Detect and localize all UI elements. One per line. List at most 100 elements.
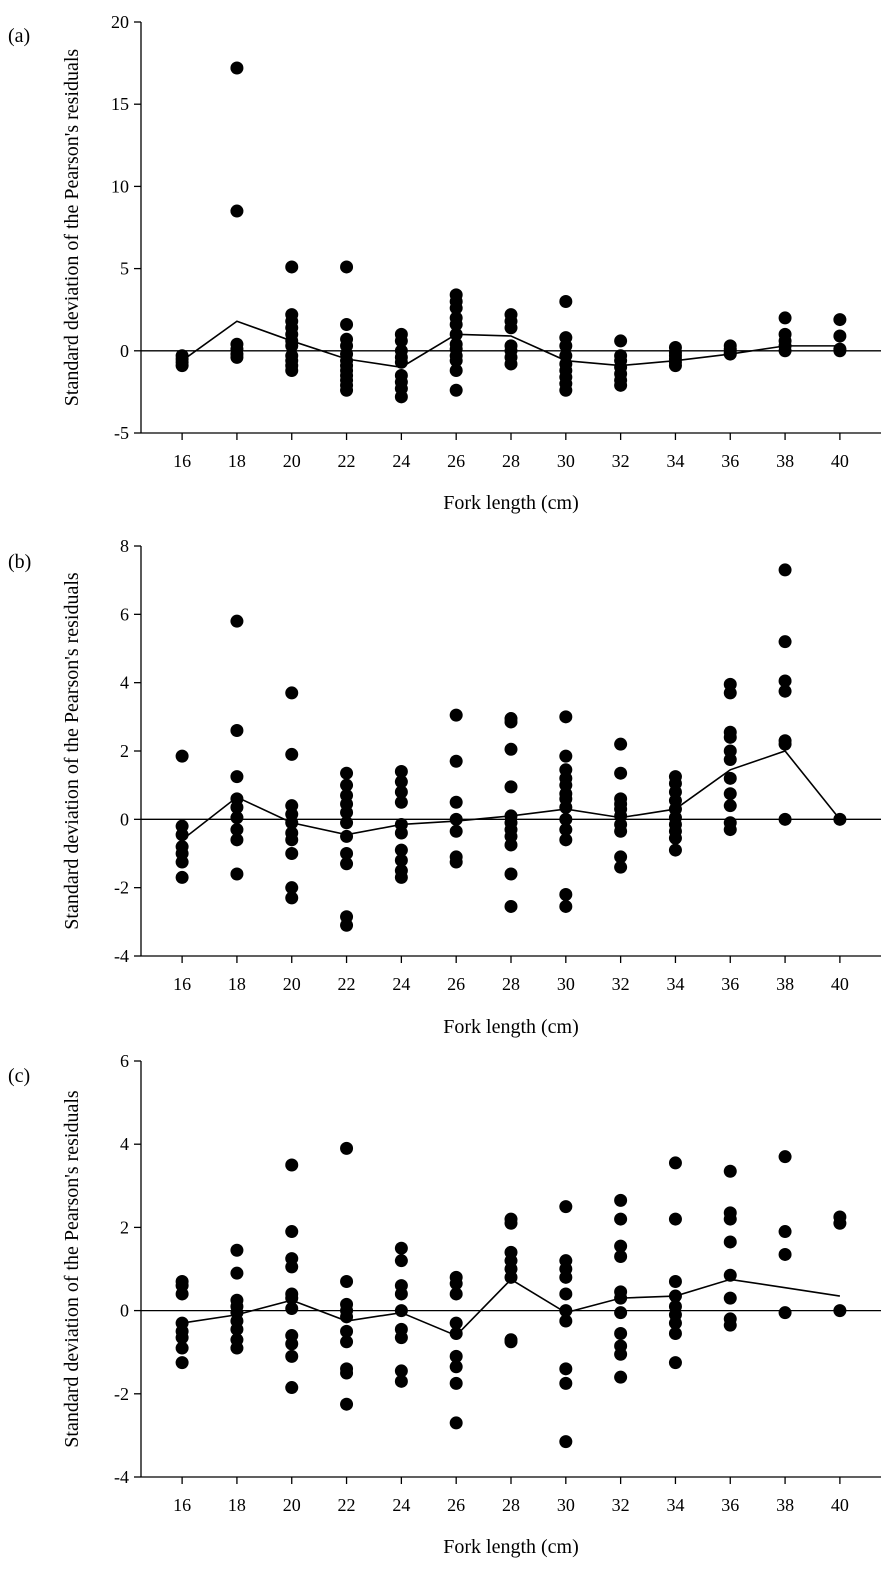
data-point xyxy=(559,383,573,397)
data-point xyxy=(175,1341,189,1355)
data-point xyxy=(449,1316,463,1330)
data-point xyxy=(504,357,518,371)
panel-label: (a) xyxy=(8,25,30,47)
data-point xyxy=(614,1212,628,1226)
data-point xyxy=(449,1376,463,1390)
data-point xyxy=(559,749,573,763)
y-tick-label: 0 xyxy=(120,809,129,829)
data-point xyxy=(668,1156,682,1170)
data-point xyxy=(394,390,408,404)
data-point xyxy=(504,1335,518,1349)
data-point xyxy=(778,674,792,688)
data-point xyxy=(504,715,518,729)
data-point xyxy=(285,833,299,847)
x-tick-label: 36 xyxy=(721,451,739,471)
data-point xyxy=(723,686,737,700)
data-point xyxy=(230,61,244,75)
data-point xyxy=(449,795,463,809)
data-point xyxy=(175,1356,189,1370)
data-point xyxy=(285,747,299,761)
x-tick-label: 36 xyxy=(721,1495,739,1515)
x-tick-label: 38 xyxy=(776,451,794,471)
data-point xyxy=(394,334,408,348)
data-point xyxy=(449,383,463,397)
data-point xyxy=(614,824,628,838)
data-point xyxy=(340,1335,354,1349)
y-tick-label: -5 xyxy=(114,423,129,443)
data-point xyxy=(230,350,244,364)
data-point xyxy=(614,334,628,348)
y-tick-label: 0 xyxy=(120,1301,129,1321)
x-tick-label: 18 xyxy=(228,1495,246,1515)
data-point xyxy=(230,823,244,837)
data-point xyxy=(723,1318,737,1332)
data-point xyxy=(778,1247,792,1261)
data-point xyxy=(449,1287,463,1301)
data-point xyxy=(230,1243,244,1257)
data-point xyxy=(340,1366,354,1380)
data-point xyxy=(559,1287,573,1301)
x-tick-label: 32 xyxy=(612,1495,630,1515)
mean-line xyxy=(181,1278,841,1337)
data-point xyxy=(778,344,792,358)
data-point xyxy=(175,855,189,869)
data-point xyxy=(723,1235,737,1249)
data-point xyxy=(614,378,628,392)
data-point xyxy=(175,1331,189,1345)
data-point xyxy=(778,737,792,751)
data-point xyxy=(449,301,463,315)
x-tick-label: 40 xyxy=(831,974,849,994)
data-point xyxy=(614,1250,628,1264)
data-point xyxy=(285,891,299,905)
data-point xyxy=(230,614,244,628)
data-point xyxy=(778,1150,792,1164)
x-tick-label: 28 xyxy=(502,974,520,994)
data-point xyxy=(449,754,463,768)
data-point xyxy=(614,737,628,751)
data-point xyxy=(833,1216,847,1230)
data-point xyxy=(668,843,682,857)
x-tick-label: 18 xyxy=(228,451,246,471)
data-point xyxy=(504,867,518,881)
data-point xyxy=(723,1291,737,1305)
data-point xyxy=(340,816,354,830)
data-point xyxy=(668,1316,682,1330)
data-point xyxy=(230,867,244,881)
data-point xyxy=(449,708,463,722)
data-point xyxy=(285,1337,299,1351)
x-tick-label: 38 xyxy=(776,974,794,994)
data-point xyxy=(778,563,792,577)
data-point xyxy=(340,1397,354,1411)
x-tick-label: 34 xyxy=(666,1495,684,1515)
x-axis-title: Fork length (cm) xyxy=(443,1536,579,1558)
panel-label: (c) xyxy=(8,1065,30,1087)
y-axis-title: Standard deviation of the Pearson's resi… xyxy=(61,1090,83,1448)
data-point xyxy=(559,833,573,847)
data-point xyxy=(449,317,463,331)
y-tick-label: 6 xyxy=(120,604,129,624)
data-point xyxy=(340,778,354,792)
data-point xyxy=(394,1254,408,1268)
data-point xyxy=(559,888,573,901)
data-point xyxy=(449,824,463,838)
data-point xyxy=(340,918,354,932)
x-tick-label: 24 xyxy=(392,974,410,994)
data-point xyxy=(723,787,737,801)
data-point xyxy=(559,1314,573,1328)
y-tick-label: -2 xyxy=(114,878,129,898)
data-point xyxy=(559,1270,573,1284)
data-point xyxy=(394,1241,408,1255)
data-point xyxy=(668,831,682,845)
data-point xyxy=(723,1268,737,1282)
data-point xyxy=(723,771,737,785)
x-tick-label: 20 xyxy=(283,451,301,471)
data-point xyxy=(449,1349,463,1363)
data-point xyxy=(175,1287,189,1301)
data-point xyxy=(614,1347,628,1361)
data-point xyxy=(559,1435,573,1449)
data-point xyxy=(285,1158,299,1172)
x-tick-label: 20 xyxy=(283,1495,301,1515)
x-tick-label: 24 xyxy=(392,451,410,471)
